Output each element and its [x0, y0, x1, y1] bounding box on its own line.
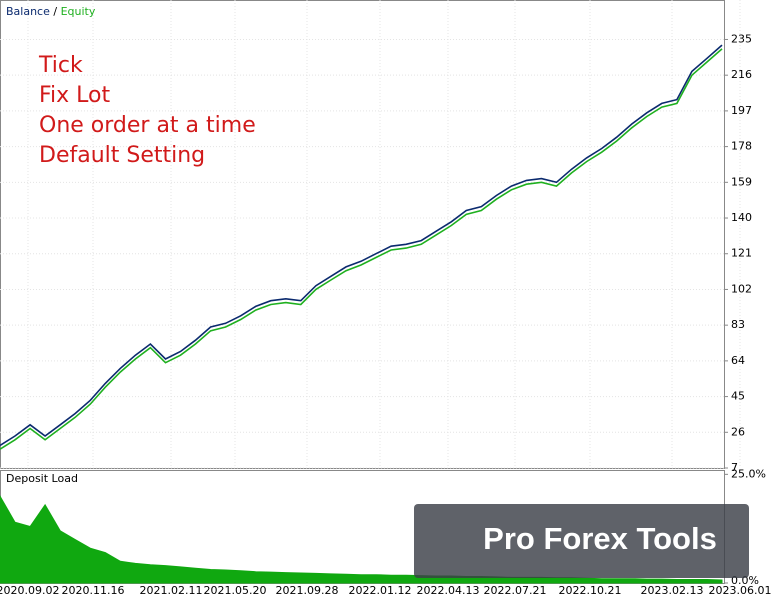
x-tick-label: 2022.10.21	[559, 584, 622, 597]
marks	[0, 44, 723, 584]
x-tick-label: 2020.11.16	[62, 584, 125, 597]
legend-sep: /	[53, 5, 57, 18]
legend: Balance / Equity	[6, 5, 96, 18]
annotation: Fix Lot	[39, 83, 111, 108]
x-tick-label: 2021.02.11	[140, 584, 203, 597]
grid	[0, 0, 741, 469]
deposit-area	[0, 495, 723, 584]
legend-equity: Equity	[61, 5, 96, 18]
y-tick-label: 197	[731, 104, 752, 117]
labels: 7 26 45 64 83 102 121 140 159 178 197 216 235 Tick Fix…	[0, 32, 771, 597]
x-tick-label: 2021.09.28	[276, 584, 339, 597]
y-tick-label: 25.0%	[731, 467, 766, 480]
series-line	[0, 48, 723, 450]
y-tick-label: 64	[731, 354, 745, 367]
x-tick-label: 2020.09.02	[0, 584, 59, 597]
y-tick-label: 216	[731, 68, 752, 81]
watermark: Pro Forex Tools	[483, 521, 717, 556]
y-tick-label: 7	[731, 461, 738, 474]
series-line	[0, 44, 723, 447]
x-tick-label: 2023.06.01	[709, 584, 772, 597]
x-tick-label: 2022.07.21	[484, 584, 547, 597]
y-tick-label: 121	[731, 247, 752, 260]
y-tick-label: 140	[731, 211, 752, 224]
x-tick-label: 2023.02.13	[641, 584, 704, 597]
y-tick-label: 45	[731, 390, 745, 403]
panel-title: Deposit Load	[6, 472, 78, 485]
y-tick-label: 235	[731, 32, 752, 45]
x-tick-label: 2022.04.13	[417, 584, 480, 597]
y-tick-label: 159	[731, 175, 752, 188]
x-tick-label: 2021.05.20	[204, 584, 267, 597]
annotation: Default Setting	[39, 143, 205, 168]
x-tick-label: 2022.01.12	[349, 584, 412, 597]
y-tick-label: 26	[731, 425, 745, 438]
annotation: One order at a time	[39, 113, 256, 138]
y-tick-label: 178	[731, 140, 752, 153]
y-tick-label: 83	[731, 318, 745, 331]
y-tick-label: 102	[731, 282, 752, 295]
legend-balance: Balance	[6, 5, 50, 18]
watermark-box	[414, 504, 749, 578]
main-panel	[0, 0, 725, 469]
annotation: Tick	[38, 53, 83, 78]
